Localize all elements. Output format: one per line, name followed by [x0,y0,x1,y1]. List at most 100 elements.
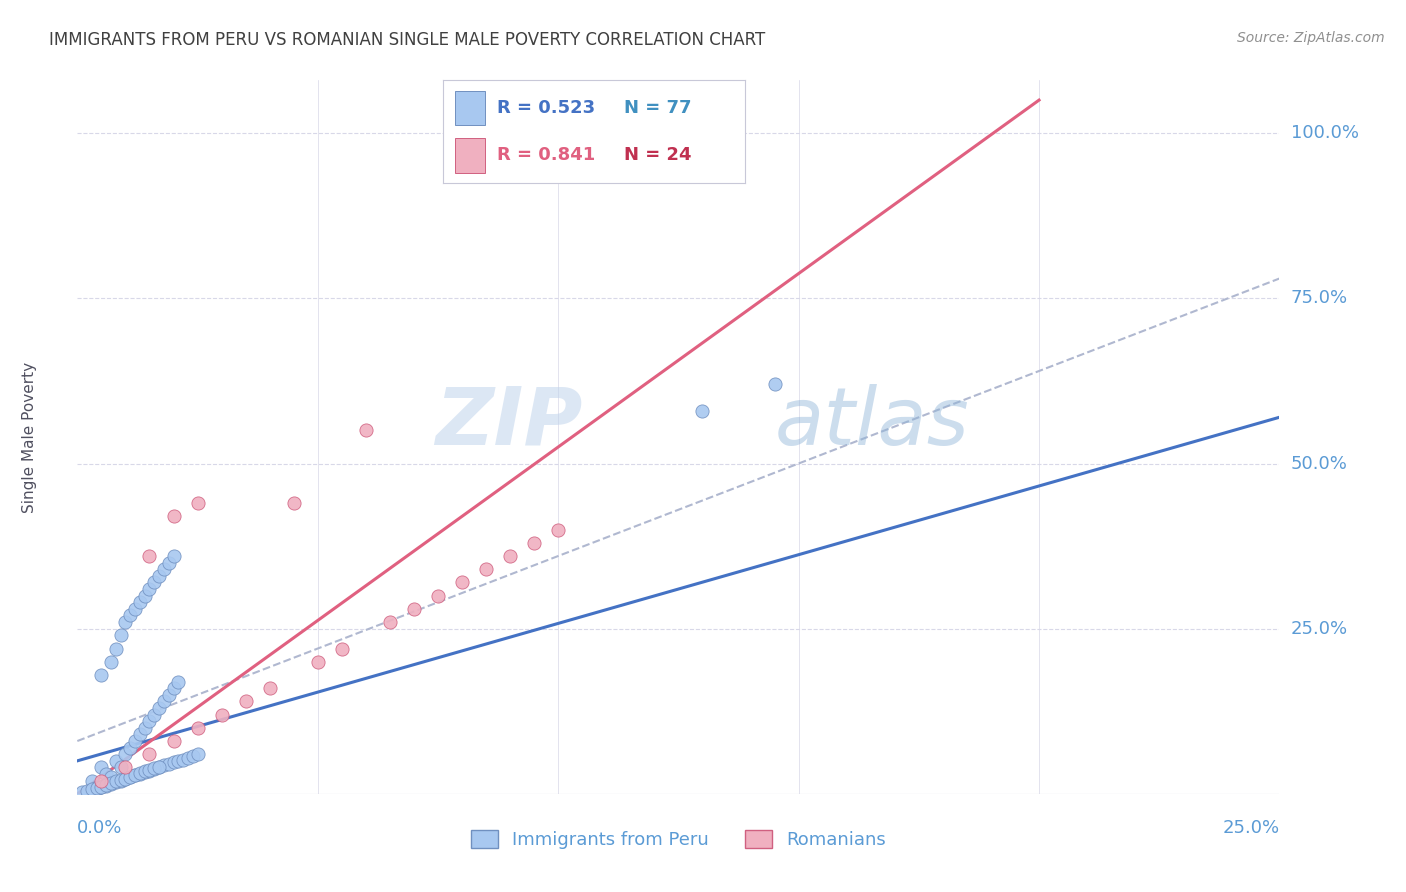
Point [134,721,156,735]
Point [86,781,108,796]
Point [138,549,160,563]
Point [157,688,180,702]
Point [547,523,569,537]
Point [124,768,146,782]
Point [162,681,184,695]
Point [114,772,136,787]
Point [110,760,132,774]
Text: R = 0.523: R = 0.523 [498,99,595,117]
Point [148,760,170,774]
Point [143,762,166,776]
Bar [456,137,485,173]
Text: 25.0%: 25.0% [1291,620,1348,638]
Point [114,747,136,762]
Point [177,750,200,764]
Text: IMMIGRANTS FROM PERU VS ROMANIAN SINGLE MALE POVERTY CORRELATION CHART: IMMIGRANTS FROM PERU VS ROMANIAN SINGLE … [49,31,765,49]
Point [167,674,190,689]
Point [134,765,156,780]
Point [162,734,184,748]
Point [148,701,170,715]
Point [90,780,112,795]
Text: Single Male Poverty: Single Male Poverty [21,361,37,513]
Text: 50.0%: 50.0% [1291,455,1347,473]
Point [138,714,160,729]
Point [143,575,166,590]
Point [138,764,160,778]
Point [138,763,160,777]
Point [86,780,108,795]
Point [100,770,122,784]
Point [138,582,160,596]
Point [124,768,146,782]
Text: R = 0.841: R = 0.841 [498,146,596,164]
Point [157,556,180,570]
Point [148,760,170,774]
Point [120,770,142,784]
Point [80,783,103,797]
Point [354,424,377,438]
Point [120,608,142,623]
Point [110,772,132,787]
Point [96,779,118,793]
Point [692,403,714,417]
Point [330,641,353,656]
Point [104,754,127,768]
Point [153,758,176,772]
Point [763,377,786,392]
Point [90,668,112,682]
Point [162,755,184,769]
Point [143,707,166,722]
Point [307,655,329,669]
Point [96,778,118,792]
Point [643,139,665,153]
Point [134,764,156,779]
Point [162,549,184,563]
Point [110,628,132,642]
Point [153,562,176,576]
Point [104,775,127,789]
Point [167,754,190,768]
Text: 75.0%: 75.0% [1291,289,1348,308]
Point [153,694,176,708]
Point [104,641,127,656]
Point [120,740,142,755]
Point [90,780,112,794]
Point [499,549,522,563]
Point [124,734,146,748]
Bar [456,91,485,126]
Text: ZIP: ZIP [434,384,582,462]
Text: Source: ZipAtlas.com: Source: ZipAtlas.com [1237,31,1385,45]
Legend: Immigrants from Peru, Romanians: Immigrants from Peru, Romanians [464,822,893,856]
Point [100,655,122,669]
Point [128,595,150,609]
Point [402,602,425,616]
Point [148,569,170,583]
Point [86,780,108,795]
Point [110,773,132,788]
Point [283,496,305,510]
Point [162,509,184,524]
Point [475,562,498,576]
Point [80,773,103,788]
Point [235,694,257,708]
Text: 25.0%: 25.0% [1222,819,1279,837]
Point [157,757,180,772]
Point [96,777,118,791]
Point [186,721,209,735]
Point [90,773,112,788]
Text: N = 77: N = 77 [624,99,692,117]
Point [134,589,156,603]
Point [427,589,450,603]
Point [128,767,150,781]
Point [128,766,150,780]
Text: atlas: atlas [775,384,969,462]
Point [172,752,194,766]
Point [70,785,93,799]
Text: 100.0%: 100.0% [1291,124,1358,142]
Point [128,727,150,741]
Point [186,747,209,762]
Point [76,783,98,797]
Point [120,770,142,784]
Point [80,782,103,797]
Text: N = 24: N = 24 [624,146,692,164]
